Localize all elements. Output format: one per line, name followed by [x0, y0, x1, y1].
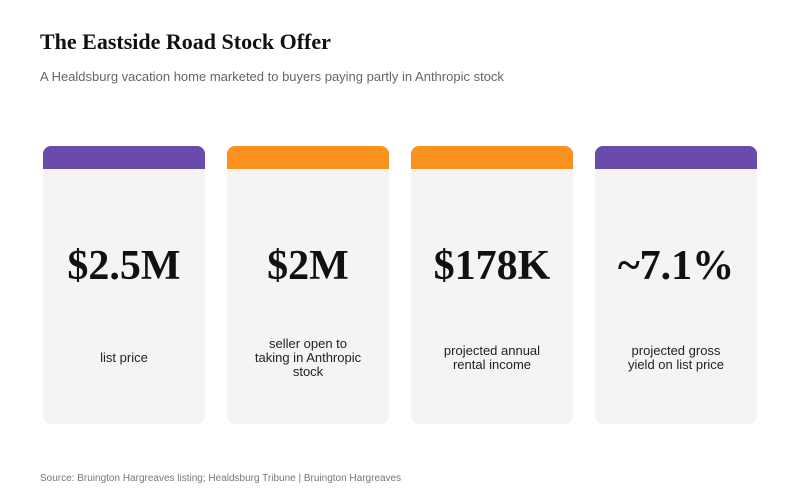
page-subtitle: A Healdsburg vacation home marketed to b… — [40, 69, 504, 84]
card-label: seller open to taking in Anthropic stock — [254, 336, 362, 379]
card-accent-bar — [227, 146, 389, 169]
card-label: projected annual rental income — [443, 343, 541, 372]
card-value: $178K — [433, 243, 551, 289]
card-value: $2M — [267, 243, 349, 289]
page-title: The Eastside Road Stock Offer — [40, 29, 331, 54]
source-note: Source: Bruington Hargreaves listing; He… — [40, 473, 402, 484]
stat-card-gross-yield: ~7.1% projected gross yield on list pric… — [595, 146, 757, 424]
stat-card-rental-income: $178K projected annual rental income — [411, 146, 573, 424]
stat-card-stock-amount: $2M seller open to taking in Anthropic s… — [227, 146, 389, 424]
stat-card-list-price: $2.5M list price — [43, 146, 205, 424]
card-accent-bar — [43, 146, 205, 169]
card-value: ~7.1% — [617, 243, 735, 289]
card-accent-bar — [595, 146, 757, 169]
card-value: $2.5M — [67, 243, 181, 289]
card-label: list price — [100, 350, 148, 365]
card-label: projected gross yield on list price — [627, 343, 725, 372]
card-accent-bar — [411, 146, 573, 169]
